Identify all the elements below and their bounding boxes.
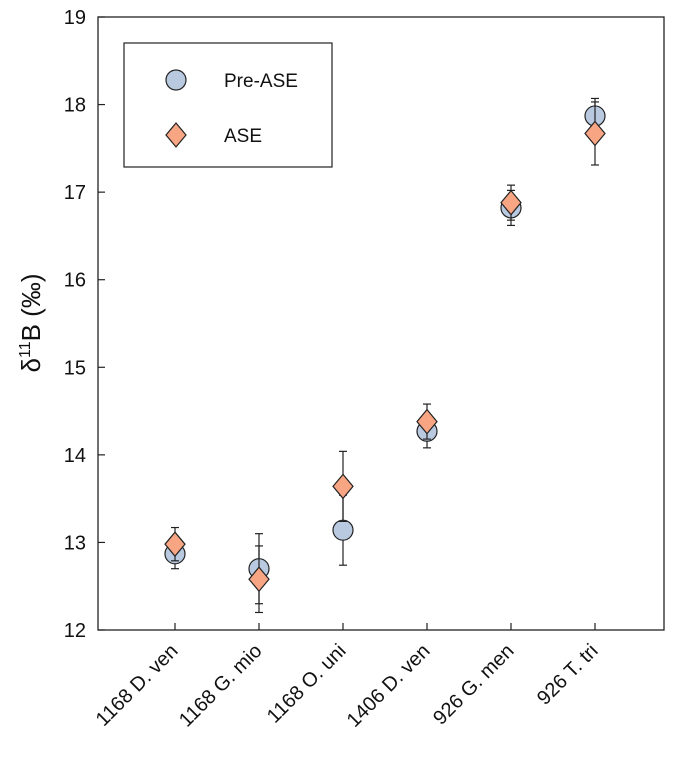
legend-label-ase: ASE [224, 126, 262, 147]
y-axis-label-delta: δ [16, 358, 46, 372]
legend-marker-pre-ase [165, 69, 187, 91]
data-point-diamond [416, 408, 438, 435]
data-point-diamond [500, 189, 522, 216]
data-point-circle [332, 519, 354, 541]
data-point-diamond [164, 531, 186, 558]
data-point-diamond [332, 473, 354, 500]
y-tick-label: 13 [64, 532, 86, 554]
x-tick-label: 926 G. men [429, 640, 518, 729]
data-point-diamond [248, 566, 270, 593]
legend-marker-ase [165, 122, 187, 148]
legend-label-pre-ase: Pre-ASE [224, 71, 298, 92]
x-tick-label: 1406 D. ven [343, 640, 435, 732]
y-axis: 12 13 14 15 16 17 18 19 [64, 7, 105, 642]
legend: Pre-ASE ASE [123, 42, 333, 168]
series-ase [164, 101, 606, 614]
legend-box [123, 42, 333, 168]
plot-frame [97, 16, 665, 631]
y-axis-label-main: B (‰) [16, 274, 46, 342]
y-tick-label: 14 [64, 445, 86, 467]
y-axis-label: δ11B (‰) [16, 274, 46, 373]
y-tick-label: 15 [64, 357, 86, 379]
y-axis-label-superscript: 11 [17, 341, 34, 358]
series-pre-ase [164, 97, 606, 605]
y-tick-label: 17 [64, 182, 86, 204]
data-point-diamond [584, 120, 606, 147]
x-tick-label: 926 T. tri [533, 640, 603, 710]
x-tick-label: 1168 D. ven [92, 640, 183, 731]
y-tick-label: 16 [64, 270, 86, 292]
y-tick-label: 18 [64, 95, 86, 117]
y-tick-label: 19 [64, 7, 86, 29]
x-tick-label: 1168 G. mio [175, 640, 267, 732]
series-layer [164, 97, 606, 614]
x-tick-label: 1168 O. uni [263, 640, 351, 728]
y-tick-label: 12 [64, 620, 86, 642]
